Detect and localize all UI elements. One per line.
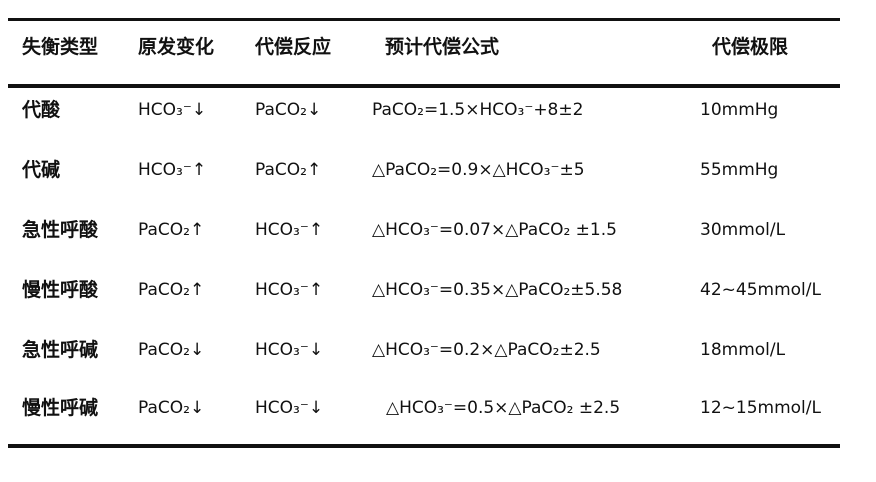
cell-type: 急性呼酸: [22, 219, 99, 241]
cell-limit: 18mmol/L: [700, 340, 786, 360]
cell-primary-change: HCO₃⁻↑: [138, 160, 207, 180]
cell-limit: 12~15mmol/L: [700, 398, 821, 418]
cell-formula: PaCO₂=1.5×HCO₃⁻+8±2: [372, 100, 584, 120]
cell-compensation: HCO₃⁻↑: [255, 220, 324, 240]
cell-limit: 55mmHg: [700, 160, 779, 180]
cell-formula: △HCO₃⁻=0.35×△PaCO₂±5.58: [372, 280, 623, 300]
table-top-rule: [8, 18, 840, 21]
cell-type: 慢性呼酸: [22, 279, 99, 301]
table-row: 代酸 HCO₃⁻↓ PaCO₂↓ PaCO₂=1.5×HCO₃⁻+8±2 10mmHg: [0, 90, 876, 130]
cell-compensation: PaCO₂↑: [255, 160, 322, 180]
cell-formula: △HCO₃⁻=0.07×△PaCO₂ ±1.5: [372, 220, 617, 240]
cell-primary-change: PaCO₂↓: [138, 398, 205, 418]
cell-limit: 42~45mmol/L: [700, 280, 821, 300]
cell-primary-change: PaCO₂↓: [138, 340, 205, 360]
cell-limit: 30mmol/L: [700, 220, 786, 240]
table-row: 急性呼酸 PaCO₂↑ HCO₃⁻↑ △HCO₃⁻=0.07×△PaCO₂ ±1.5 3…: [0, 210, 876, 250]
cell-compensation: PaCO₂↓: [255, 100, 322, 120]
cell-type: 代酸: [22, 99, 61, 121]
table-bottom-rule: [8, 444, 840, 448]
header-primary-change: 原发变化: [138, 36, 215, 58]
header-compensation: 代偿反应: [255, 36, 332, 58]
header-limit: 代偿极限: [712, 36, 789, 58]
cell-formula: △PaCO₂=0.9×△HCO₃⁻±5: [372, 160, 585, 180]
table-row: 慢性呼酸 PaCO₂↑ HCO₃⁻↑ △HCO₃⁻=0.35×△PaCO₂±5.58 4…: [0, 270, 876, 310]
cell-type: 代碱: [22, 159, 61, 181]
table-header-row: 失衡类型 原发变化 代偿反应 预计代偿公式 代偿极限: [0, 27, 876, 67]
cell-compensation: HCO₃⁻↑: [255, 280, 324, 300]
cell-primary-change: PaCO₂↑: [138, 280, 205, 300]
cell-compensation: HCO₃⁻↓: [255, 398, 324, 418]
table-row: 慢性呼碱 PaCO₂↓ HCO₃⁻↓ △HCO₃⁻=0.5×△PaCO₂ ±2.5 12…: [0, 388, 876, 428]
cell-type: 慢性呼碱: [22, 397, 99, 419]
cell-primary-change: PaCO₂↑: [138, 220, 205, 240]
cell-formula: △HCO₃⁻=0.5×△PaCO₂ ±2.5: [386, 398, 621, 418]
header-bottom-rule: [8, 84, 840, 88]
header-imbalance-type: 失衡类型: [22, 36, 99, 58]
cell-type: 急性呼碱: [22, 339, 99, 361]
cell-primary-change: HCO₃⁻↓: [138, 100, 207, 120]
cell-compensation: HCO₃⁻↓: [255, 340, 324, 360]
cell-limit: 10mmHg: [700, 100, 779, 120]
table-row: 急性呼碱 PaCO₂↓ HCO₃⁻↓ △HCO₃⁻=0.2×△PaCO₂±2.5 18m…: [0, 330, 876, 370]
table-row: 代碱 HCO₃⁻↑ PaCO₂↑ △PaCO₂=0.9×△HCO₃⁻±5 55mmHg: [0, 150, 876, 190]
header-formula: 预计代偿公式: [385, 36, 500, 58]
cell-formula: △HCO₃⁻=0.2×△PaCO₂±2.5: [372, 340, 601, 360]
